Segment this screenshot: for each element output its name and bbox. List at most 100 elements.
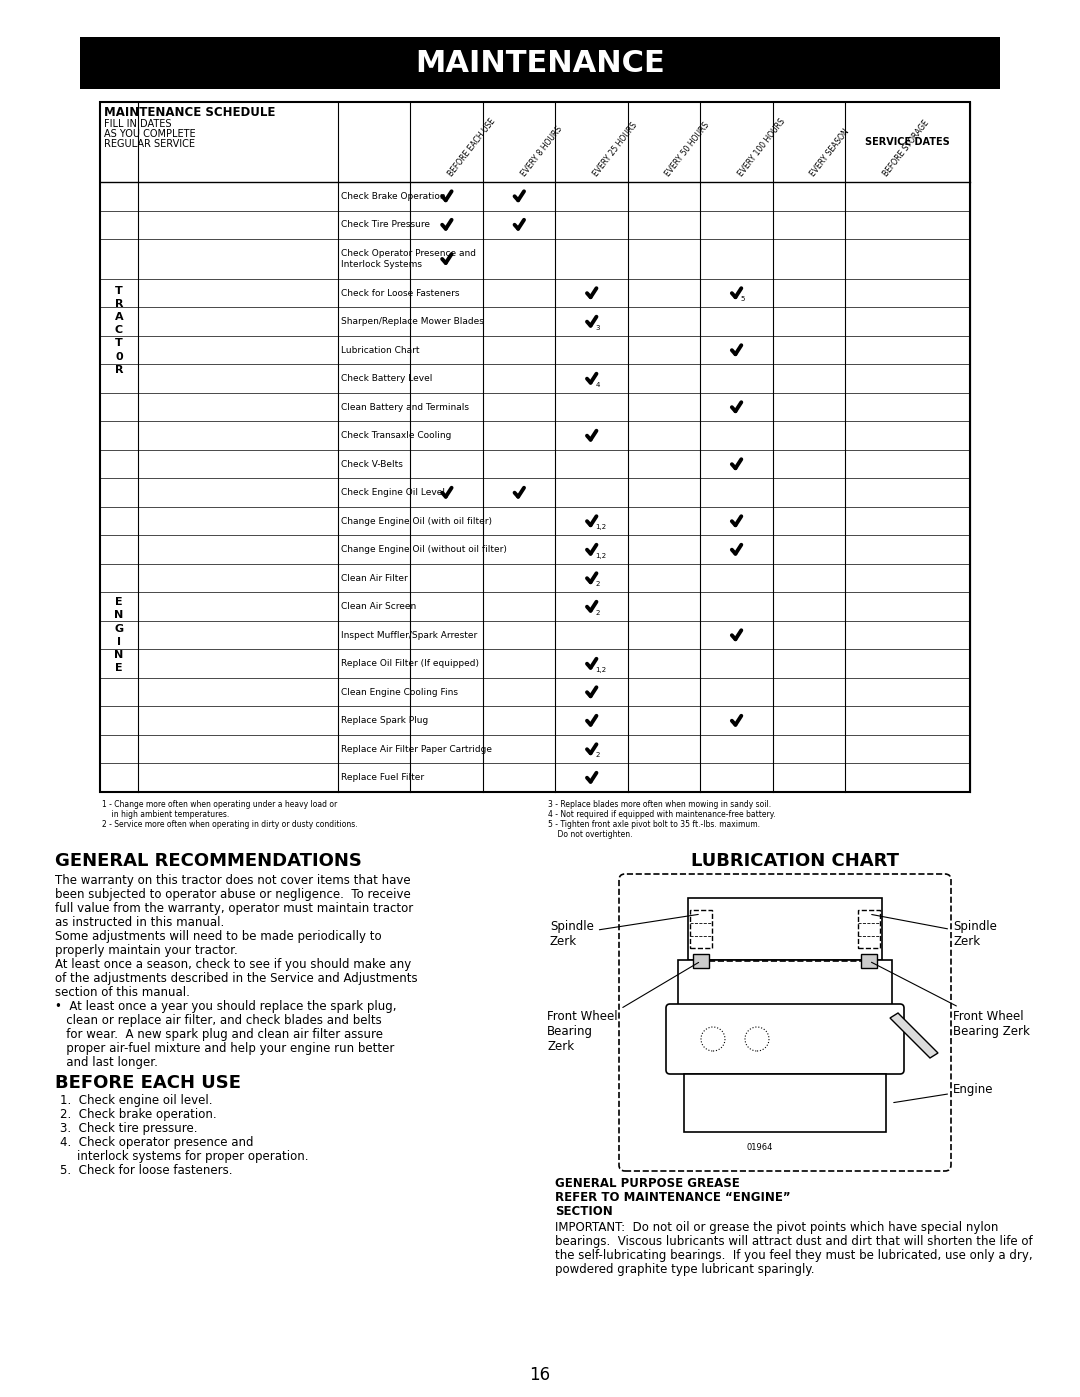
Text: GENERAL RECOMMENDATIONS: GENERAL RECOMMENDATIONS [55, 852, 362, 870]
Text: 4 - Not required if equipped with maintenance-free battery.: 4 - Not required if equipped with mainte… [548, 810, 775, 819]
Text: E
N
G
I
N
E: E N G I N E [114, 598, 123, 673]
Bar [690, 909, 712, 949]
Text: powdered graphite type lubricant sparingly.: powdered graphite type lubricant sparing… [555, 1263, 814, 1275]
Text: Front Wheel
Bearing Zerk: Front Wheel Bearing Zerk [872, 963, 1030, 1038]
Text: Check Brake Operation: Check Brake Operation [341, 191, 446, 201]
Text: REFER TO MAINTENANCE “ENGINE”: REFER TO MAINTENANCE “ENGINE” [555, 1192, 791, 1204]
Text: Engine: Engine [894, 1084, 994, 1102]
Text: Clean Battery and Terminals: Clean Battery and Terminals [341, 402, 469, 412]
Text: At least once a season, check to see if you should make any: At least once a season, check to see if … [55, 958, 411, 971]
Text: 1,2: 1,2 [595, 666, 607, 673]
Text: and last longer.: and last longer. [55, 1056, 158, 1069]
Text: 4.  Check operator presence and: 4. Check operator presence and [60, 1136, 254, 1148]
Text: MAINTENANCE SCHEDULE: MAINTENANCE SCHEDULE [104, 106, 275, 119]
Text: in high ambient temperatures.: in high ambient temperatures. [102, 810, 229, 819]
FancyBboxPatch shape [666, 1004, 904, 1074]
Text: bearings.  Viscous lubricants will attract dust and dirt that will shorten the l: bearings. Viscous lubricants will attrac… [555, 1235, 1032, 1248]
Bar [858, 909, 880, 949]
Text: •  At least once a year you should replace the spark plug,: • At least once a year you should replac… [55, 1000, 396, 1013]
Text: MAINTENANCE: MAINTENANCE [415, 49, 665, 77]
Text: GENERAL PURPOSE GREASE: GENERAL PURPOSE GREASE [555, 1178, 740, 1190]
Text: Clean Air Screen: Clean Air Screen [341, 602, 416, 612]
Text: AS YOU COMPLETE: AS YOU COMPLETE [104, 129, 195, 138]
Text: 5 - Tighten front axle pivot bolt to 35 ft.-lbs. maximum.: 5 - Tighten front axle pivot bolt to 35 … [548, 820, 760, 828]
Text: 2: 2 [595, 581, 599, 587]
Text: clean or replace air filter, and check blades and belts: clean or replace air filter, and check b… [55, 1014, 381, 1027]
Text: section of this manual.: section of this manual. [55, 986, 190, 999]
Text: interlock systems for proper operation.: interlock systems for proper operation. [77, 1150, 309, 1162]
Text: Lubrication Chart: Lubrication Chart [341, 345, 419, 355]
Text: Sharpen/Replace Mower Blades: Sharpen/Replace Mower Blades [341, 317, 484, 326]
Text: 3: 3 [595, 326, 600, 331]
Text: The warranty on this tractor does not cover items that have: The warranty on this tractor does not co… [55, 875, 410, 887]
Text: full value from the warranty, operator must maintain tractor: full value from the warranty, operator m… [55, 902, 414, 915]
Text: EVERY 100 HOURS: EVERY 100 HOURS [737, 117, 787, 177]
Text: 1 - Change more often when operating under a heavy load or: 1 - Change more often when operating und… [102, 800, 337, 809]
Text: SERVICE DATES: SERVICE DATES [865, 137, 950, 147]
Text: Check Engine Oil Level: Check Engine Oil Level [341, 488, 445, 497]
Text: 2 - Service more often when operating in dirty or dusty conditions.: 2 - Service more often when operating in… [102, 820, 357, 828]
Text: 3 - Replace blades more often when mowing in sandy soil.: 3 - Replace blades more often when mowin… [548, 800, 771, 809]
Text: Check Battery Level: Check Battery Level [341, 374, 432, 383]
FancyBboxPatch shape [619, 875, 951, 1171]
Text: Spindle
Zerk: Spindle Zerk [550, 915, 699, 949]
Polygon shape [890, 1013, 939, 1058]
Text: 1.  Check engine oil level.: 1. Check engine oil level. [60, 1094, 213, 1106]
Bar [684, 1074, 886, 1132]
Text: EVERY SEASON: EVERY SEASON [809, 127, 851, 177]
Text: IMPORTANT:  Do not oil or grease the pivot points which have special nylon: IMPORTANT: Do not oil or grease the pivo… [555, 1221, 998, 1234]
Text: 5: 5 [741, 296, 745, 302]
Text: EVERY 25 HOURS: EVERY 25 HOURS [592, 120, 639, 177]
Text: been subjected to operator abuse or negligence.  To receive: been subjected to operator abuse or negl… [55, 888, 410, 901]
Text: BEFORE EACH USE: BEFORE EACH USE [447, 116, 498, 177]
Bar [688, 898, 882, 960]
Text: REGULAR SERVICE: REGULAR SERVICE [104, 138, 195, 149]
Text: Some adjustments will need to be made periodically to: Some adjustments will need to be made pe… [55, 930, 381, 943]
Text: 16: 16 [529, 1366, 551, 1384]
Text: 2.  Check brake operation.: 2. Check brake operation. [60, 1108, 217, 1120]
Text: Change Engine Oil (with oil filter): Change Engine Oil (with oil filter) [341, 517, 492, 525]
Text: as instructed in this manual.: as instructed in this manual. [55, 916, 225, 929]
Text: LUBRICATION CHART: LUBRICATION CHART [691, 852, 899, 870]
Text: Check Operator Presence and
Interlock Systems: Check Operator Presence and Interlock Sy… [341, 249, 476, 270]
Text: 01964: 01964 [746, 1143, 773, 1151]
Text: Front Wheel
Bearing
Zerk: Front Wheel Bearing Zerk [546, 963, 699, 1053]
Bar [80, 36, 1000, 89]
Bar [693, 954, 708, 968]
Text: of the adjustments described in the Service and Adjustments: of the adjustments described in the Serv… [55, 972, 418, 985]
Text: BEFORE EACH USE: BEFORE EACH USE [55, 1074, 241, 1092]
Text: Check Tire Pressure: Check Tire Pressure [341, 221, 430, 229]
Text: Inspect Muffler/Spark Arrester: Inspect Muffler/Spark Arrester [341, 630, 477, 640]
Text: for wear.  A new spark plug and clean air filter assure: for wear. A new spark plug and clean air… [55, 1028, 383, 1041]
Text: 1,2: 1,2 [595, 553, 607, 559]
Text: 3.  Check tire pressure.: 3. Check tire pressure. [60, 1122, 198, 1134]
Text: Clean Engine Cooling Fins: Clean Engine Cooling Fins [341, 687, 458, 697]
Text: EVERY 8 HOURS: EVERY 8 HOURS [519, 124, 564, 177]
Bar [861, 954, 877, 968]
Text: Check Transaxle Cooling: Check Transaxle Cooling [341, 432, 451, 440]
Text: proper air-fuel mixture and help your engine run better: proper air-fuel mixture and help your en… [55, 1042, 394, 1055]
Text: SECTION: SECTION [555, 1206, 612, 1218]
Text: properly maintain your tractor.: properly maintain your tractor. [55, 944, 238, 957]
Bar [100, 102, 970, 792]
Text: Replace Air Filter Paper Cartridge: Replace Air Filter Paper Cartridge [341, 745, 492, 754]
Text: 1,2: 1,2 [595, 524, 607, 531]
Text: 5.  Check for loose fasteners.: 5. Check for loose fasteners. [60, 1164, 232, 1178]
Text: Check V-Belts: Check V-Belts [341, 460, 403, 469]
Text: 2: 2 [595, 753, 599, 759]
Text: BEFORE STORAGE: BEFORE STORAGE [881, 119, 931, 177]
Text: Replace Spark Plug: Replace Spark Plug [341, 717, 429, 725]
Text: Replace Fuel Filter: Replace Fuel Filter [341, 774, 424, 782]
Text: FILL IN DATES: FILL IN DATES [104, 119, 172, 129]
Text: Replace Oil Filter (If equipped): Replace Oil Filter (If equipped) [341, 659, 480, 668]
Text: Spindle
Zerk: Spindle Zerk [872, 915, 997, 949]
Text: 4: 4 [595, 381, 599, 388]
Text: the self-lubricating bearings.  If you feel they must be lubricated, use only a : the self-lubricating bearings. If you fe… [555, 1249, 1032, 1261]
Text: EVERY 50 HOURS: EVERY 50 HOURS [664, 120, 712, 177]
Text: Do not overtighten.: Do not overtighten. [548, 830, 633, 840]
Text: Change Engine Oil (without oil filter): Change Engine Oil (without oil filter) [341, 545, 507, 555]
Text: Clean Air Filter: Clean Air Filter [341, 574, 408, 583]
Text: T
R
A
C
T
0
R: T R A C T 0 R [114, 285, 123, 374]
Text: Check for Loose Fasteners: Check for Loose Fasteners [341, 289, 459, 298]
Text: 2: 2 [595, 610, 599, 616]
